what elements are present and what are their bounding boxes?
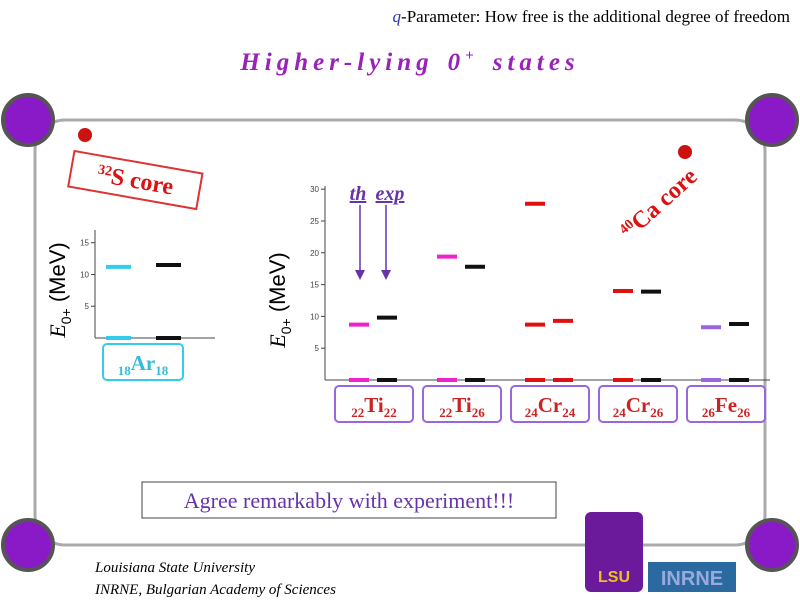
note-box xyxy=(141,481,557,519)
title-rest: states xyxy=(492,49,580,76)
category-box xyxy=(102,343,184,381)
label-main: E xyxy=(45,324,70,339)
category-label: 24Cr26 xyxy=(613,393,664,420)
header: q-Parameter: How free is the additional … xyxy=(393,7,790,26)
category-label: 24Cr24 xyxy=(525,393,576,420)
label-unit: (MeV) xyxy=(265,252,290,318)
label-main: E xyxy=(265,334,290,349)
category-box xyxy=(686,385,766,423)
n: 24 xyxy=(562,405,576,420)
y-tick-label: 30 xyxy=(310,185,319,194)
pins xyxy=(78,128,692,159)
category-box xyxy=(422,385,502,423)
symbol: Ti xyxy=(364,393,384,417)
label-sub: 0+ xyxy=(58,308,74,324)
y-tick-label: 5 xyxy=(315,344,320,353)
symbol: Cr xyxy=(538,393,563,417)
logo-text: LSU xyxy=(598,569,630,586)
n: 18 xyxy=(155,363,169,378)
z: 22 xyxy=(439,405,452,420)
category-label: 22Ti26 xyxy=(439,393,485,420)
n: 26 xyxy=(472,405,486,420)
footer: Louisiana State University xyxy=(94,560,255,576)
header-text: -Parameter: How free is the additional d… xyxy=(401,7,790,26)
n: 26 xyxy=(737,405,751,420)
label-sub: 0+ xyxy=(278,318,294,334)
note: Agree remarkably with experiment!!! xyxy=(184,488,514,513)
frame xyxy=(33,118,767,547)
z: 18 xyxy=(118,363,132,378)
arrow-heads xyxy=(355,270,391,280)
title-text: Higher-lying xyxy=(239,49,433,76)
category-box xyxy=(334,385,414,423)
legend-label: exp xyxy=(376,183,405,205)
z: 22 xyxy=(351,405,364,420)
y-tick-label: 10 xyxy=(80,270,89,279)
core-mass: 32 xyxy=(97,163,113,180)
corners xyxy=(1,93,799,572)
y-axis-label: E0+ (MeV) xyxy=(45,242,74,338)
y-tick-label: 20 xyxy=(310,249,319,258)
label-unit: (MeV) xyxy=(45,242,70,308)
z: 24 xyxy=(525,405,539,420)
lsu-logo xyxy=(585,512,643,592)
y-tick-label: 5 xyxy=(85,302,90,311)
y-tick-label: 15 xyxy=(80,239,89,248)
y-tick-label: 25 xyxy=(310,217,319,226)
category-label: 22Ti22 xyxy=(351,393,396,420)
core-box xyxy=(67,149,204,211)
core-label: 32S core xyxy=(95,162,176,201)
n: 26 xyxy=(650,405,664,420)
logo-text: INRNE xyxy=(661,568,723,590)
arrows xyxy=(359,205,387,275)
q: q xyxy=(393,7,402,26)
legend-label: th xyxy=(350,183,367,205)
y-axis-label: E0+ (MeV) xyxy=(265,252,294,348)
category-label: 26Fe26 xyxy=(702,393,751,420)
symbol: Cr xyxy=(626,393,651,417)
z: 26 xyxy=(702,405,716,420)
category-box xyxy=(598,385,678,423)
title-zero: 0 xyxy=(448,49,466,76)
symbol: Fe xyxy=(715,393,737,417)
category-box xyxy=(510,385,590,423)
z: 24 xyxy=(613,405,627,420)
inrne-logo xyxy=(648,562,736,592)
footer: INRNE, Bulgarian Academy of Sciences xyxy=(94,582,336,598)
y-tick-label: 15 xyxy=(310,281,319,290)
category-label: 18Ar18 xyxy=(118,351,169,378)
n: 22 xyxy=(384,405,397,420)
core-symbol: S xyxy=(109,164,127,192)
title: Higher-lying 0+ states xyxy=(239,48,579,76)
symbol: Ar xyxy=(131,351,156,375)
title-plus: + xyxy=(465,48,479,64)
core: 32S core xyxy=(67,149,204,211)
y-tick-label: 10 xyxy=(310,312,319,321)
symbol: Ti xyxy=(452,393,472,417)
